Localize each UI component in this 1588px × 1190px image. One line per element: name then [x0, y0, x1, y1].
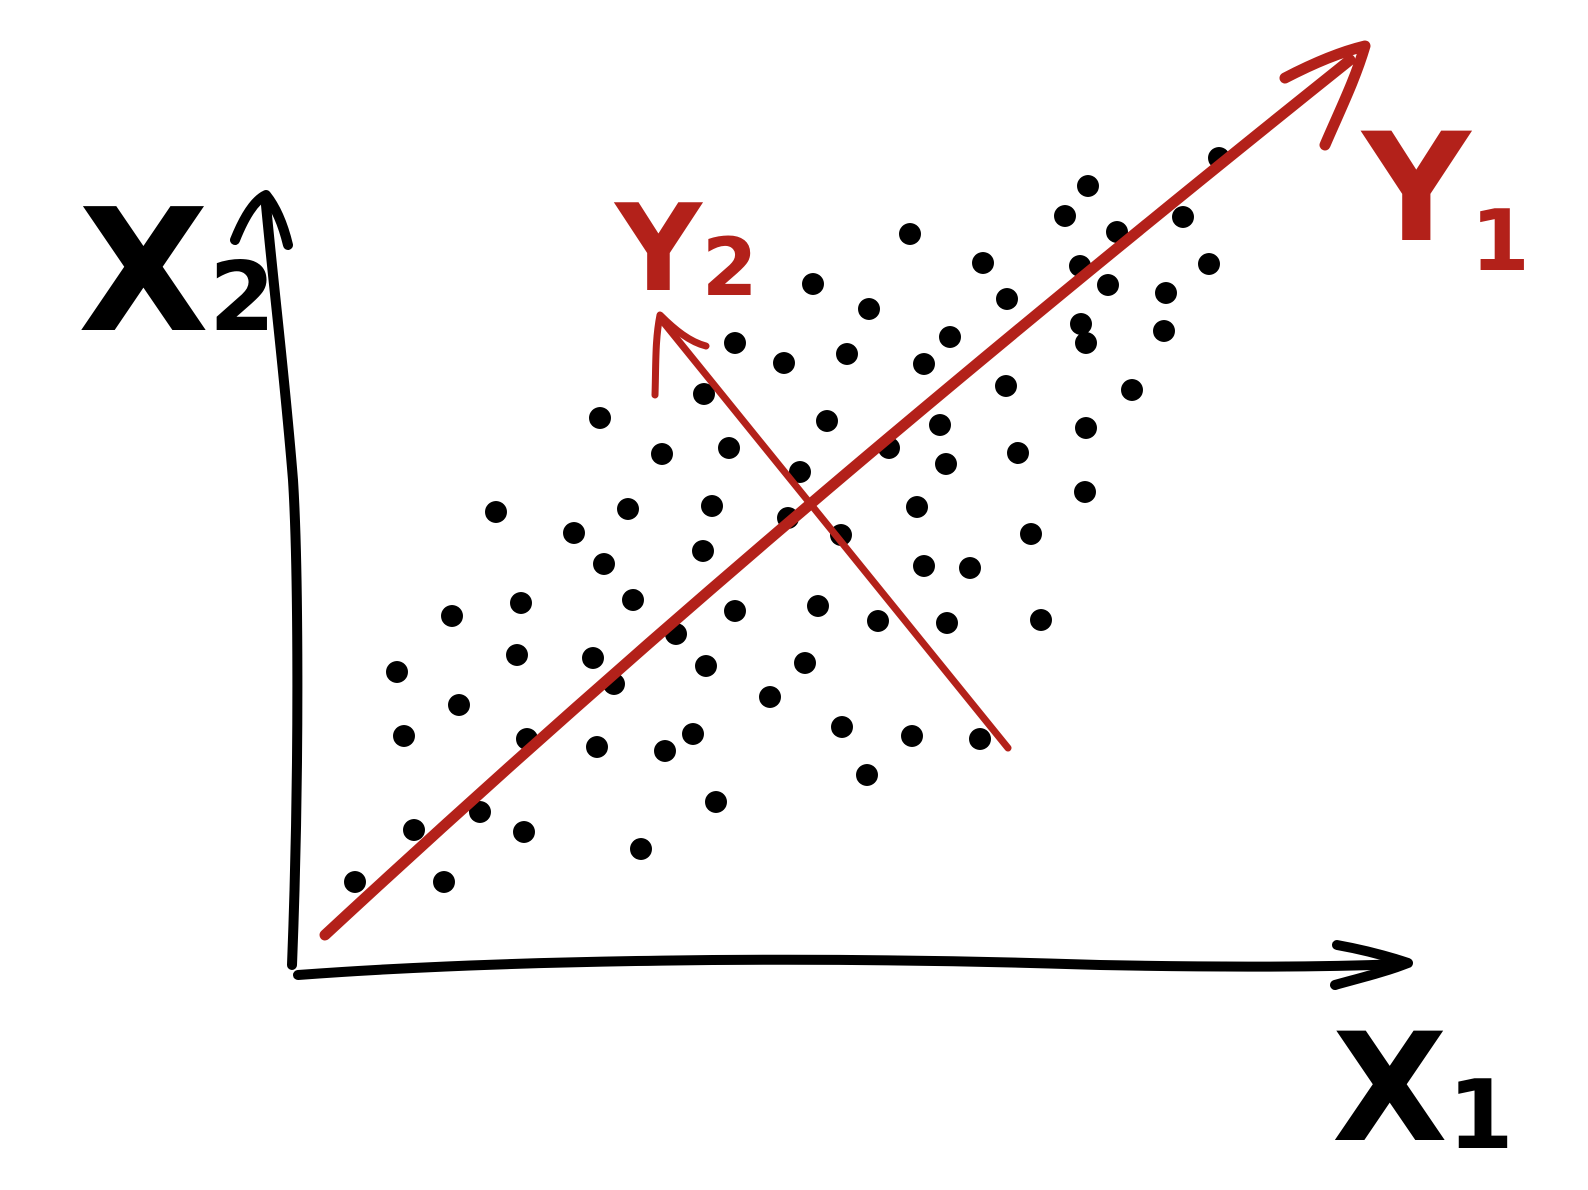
- data-point: [705, 791, 727, 813]
- data-point: [995, 375, 1017, 397]
- data-point: [1121, 379, 1143, 401]
- y2-component-line: [656, 314, 1012, 752]
- y1-label-main: Y: [1360, 102, 1473, 276]
- data-point: [901, 725, 923, 747]
- y-axis-arrowhead-icon: [230, 190, 293, 250]
- data-point: [622, 589, 644, 611]
- data-point: [433, 871, 455, 893]
- data-point: [403, 819, 425, 841]
- y1-arrowhead-icon: [1279, 40, 1371, 151]
- data-point: [1075, 417, 1097, 439]
- data-point: [695, 655, 717, 677]
- data-point: [510, 592, 532, 614]
- data-point: [1075, 332, 1097, 354]
- data-point: [513, 821, 535, 843]
- data-point: [759, 686, 781, 708]
- data-point: [899, 223, 921, 245]
- data-point: [836, 343, 858, 365]
- data-point: [441, 605, 463, 627]
- data-point: [344, 871, 366, 893]
- y-axis: [261, 200, 303, 970]
- data-point: [630, 838, 652, 860]
- data-point: [1198, 253, 1220, 275]
- data-point: [1155, 282, 1177, 304]
- data-point: [1070, 313, 1092, 335]
- data-point: [651, 443, 673, 465]
- data-point: [469, 801, 491, 823]
- data-point: [1153, 320, 1175, 342]
- data-point: [929, 414, 951, 436]
- data-point: [589, 407, 611, 429]
- data-point: [563, 522, 585, 544]
- y2-label-sub: 2: [702, 221, 758, 314]
- data-point: [867, 610, 889, 632]
- data-point: [682, 723, 704, 745]
- data-point: [593, 553, 615, 575]
- y2-arrowhead-icon: [651, 311, 710, 399]
- data-point: [586, 736, 608, 758]
- data-point: [969, 728, 991, 750]
- x-axis: [293, 954, 1405, 980]
- x-axis-arrowhead-icon: [1330, 940, 1413, 990]
- data-point: [996, 288, 1018, 310]
- data-point: [1030, 609, 1052, 631]
- x-axis-label: X1: [1332, 1002, 1514, 1176]
- data-point: [856, 764, 878, 786]
- data-point: [1097, 274, 1119, 296]
- data-point: [485, 501, 507, 523]
- data-point: [906, 496, 928, 518]
- data-point: [913, 353, 935, 375]
- data-point: [936, 612, 958, 634]
- data-point: [831, 716, 853, 738]
- y-axis-label-main: X: [78, 173, 209, 371]
- data-point: [1077, 175, 1099, 197]
- y2-label: Y2: [613, 180, 758, 319]
- data-point: [617, 498, 639, 520]
- data-point: [802, 273, 824, 295]
- data-point: [448, 694, 470, 716]
- data-point: [935, 453, 957, 475]
- data-point: [582, 647, 604, 669]
- y-axis-label-sub: 2: [209, 243, 275, 353]
- data-point: [1054, 205, 1076, 227]
- scatter-points: [344, 147, 1230, 893]
- data-point: [506, 644, 528, 666]
- data-point: [858, 298, 880, 320]
- data-point: [693, 383, 715, 405]
- data-point: [724, 600, 746, 622]
- data-point: [789, 461, 811, 483]
- data-point: [1074, 481, 1096, 503]
- data-point: [393, 725, 415, 747]
- data-point: [794, 652, 816, 674]
- data-point: [1172, 206, 1194, 228]
- data-point: [816, 410, 838, 432]
- data-point: [1007, 442, 1029, 464]
- data-point: [701, 495, 723, 517]
- data-point: [972, 252, 994, 274]
- data-point: [386, 661, 408, 683]
- x-axis-label-sub: 1: [1448, 1061, 1514, 1171]
- data-point: [1020, 523, 1042, 545]
- y-axis-label: X2: [78, 173, 275, 371]
- y2-label-main: Y: [613, 180, 704, 319]
- data-point: [654, 740, 676, 762]
- y1-label-sub: 1: [1471, 192, 1530, 291]
- data-point: [724, 332, 746, 354]
- data-point: [939, 326, 961, 348]
- data-point: [773, 352, 795, 374]
- y1-component-line: [319, 54, 1356, 941]
- x-axis-label-main: X: [1332, 1002, 1448, 1176]
- data-point: [718, 437, 740, 459]
- data-point: [807, 595, 829, 617]
- data-point: [959, 557, 981, 579]
- data-point: [692, 540, 714, 562]
- y1-label: Y1: [1360, 102, 1530, 291]
- data-point: [913, 555, 935, 577]
